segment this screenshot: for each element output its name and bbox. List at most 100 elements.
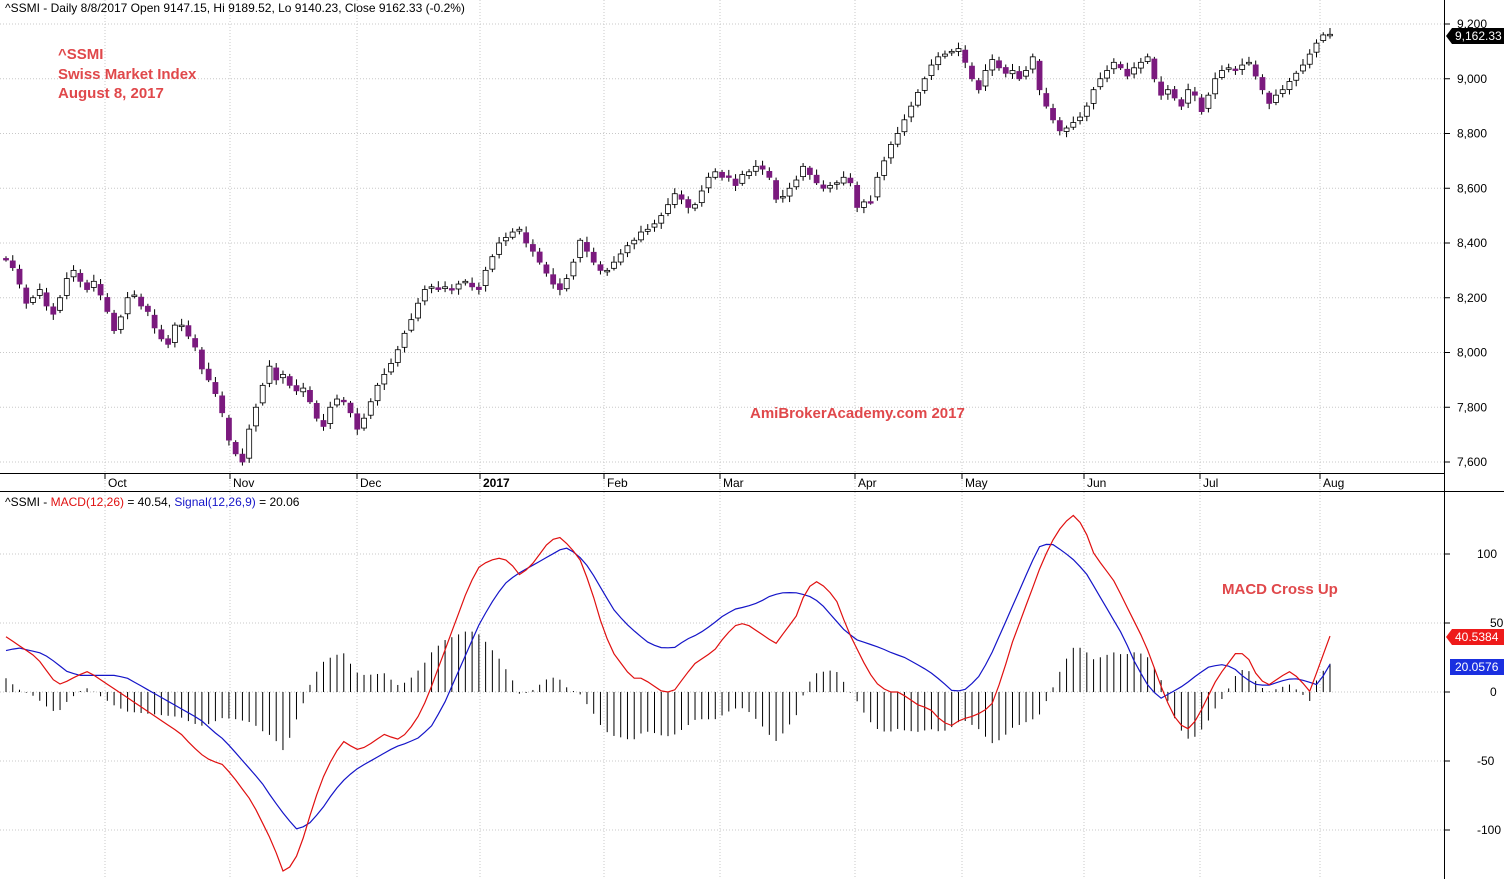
candle — [246, 424, 253, 463]
candle — [1252, 60, 1259, 80]
price-x-tick-label: May — [965, 476, 988, 490]
candle — [30, 295, 36, 305]
candle — [232, 440, 239, 457]
candle — [1151, 56, 1158, 83]
candle — [712, 168, 719, 180]
candle — [1117, 61, 1124, 70]
candle — [97, 278, 104, 301]
candle — [590, 247, 597, 266]
candle — [570, 258, 577, 280]
macd-header: ^SSMI - MACD(12,26) = 40.54, Signal(12,2… — [5, 495, 300, 509]
candle — [23, 284, 30, 309]
candle — [658, 212, 665, 229]
candle — [151, 309, 158, 334]
candle — [280, 370, 286, 384]
candle — [847, 173, 854, 187]
candle — [253, 403, 259, 432]
candle — [266, 360, 273, 388]
candle — [1246, 56, 1252, 66]
price-y-tick-label: 8,200 — [1457, 291, 1487, 305]
candle — [752, 160, 759, 176]
price-y-tick-label: 9,000 — [1457, 72, 1487, 86]
candle — [1273, 89, 1279, 106]
candle — [63, 272, 70, 300]
candle — [455, 280, 462, 295]
candle — [1164, 85, 1171, 100]
price-x-tick-label: Dec — [360, 476, 381, 490]
candle — [1002, 64, 1009, 78]
price-y-tick-label: 8,000 — [1457, 346, 1487, 360]
candle — [793, 175, 800, 190]
macd-header-signal: Signal(12,26,9) — [174, 495, 255, 509]
macd-grid — [0, 492, 1444, 879]
candle — [367, 398, 374, 420]
macd-value-label: 40.5384 — [1455, 630, 1499, 644]
macd-header-prefix: ^SSMI - — [5, 495, 51, 509]
candle — [361, 413, 367, 431]
candle — [529, 239, 536, 257]
candle — [1110, 58, 1117, 74]
signal-line — [5, 543, 1331, 830]
candle — [1131, 62, 1138, 79]
candle — [435, 281, 442, 293]
candle — [833, 180, 840, 190]
macd-cross-annotation: MACD Cross Up — [1222, 581, 1338, 598]
macd-value-marker: 40.5384 — [1446, 629, 1504, 645]
candle — [394, 345, 401, 367]
candle — [759, 160, 766, 175]
candle — [719, 169, 725, 181]
candle — [16, 264, 23, 289]
candle — [1300, 59, 1306, 74]
candle — [219, 391, 226, 418]
date-annotation: August 8, 2017 — [58, 85, 164, 102]
candle — [334, 394, 340, 408]
price-y-axis: 7,600 7,800 8,000 8,200 8,400 8,600 8,800 9,000… — [1444, 17, 1487, 469]
price-grid — [0, 0, 1444, 491]
candle — [408, 313, 415, 333]
candle — [1212, 72, 1219, 100]
macd-y-tick-label: 50 — [1490, 616, 1504, 630]
candle — [388, 358, 394, 375]
candle — [746, 169, 752, 180]
price-candles — [3, 28, 1333, 466]
candle — [428, 283, 435, 294]
candle — [340, 396, 347, 406]
candle — [1219, 65, 1225, 80]
candle — [77, 269, 84, 288]
price-x-tick-label: Feb — [607, 476, 628, 490]
macd-header-macd-value: = 40.54, — [124, 495, 174, 509]
price-y-tick-label: 8,400 — [1457, 236, 1487, 250]
candle — [1185, 83, 1192, 109]
price-x-axis: Oct Nov Dec 2017 Feb Mar Apr May Jun Jul Aug — [104, 473, 1344, 490]
candle — [1205, 92, 1212, 113]
candle — [631, 237, 638, 250]
candle — [1016, 66, 1023, 81]
candle — [725, 169, 732, 182]
candle — [421, 285, 428, 306]
candle — [502, 232, 509, 247]
candle — [732, 174, 739, 191]
candle — [894, 126, 901, 148]
candle — [563, 274, 570, 292]
price-y-tick-label: 7,600 — [1457, 455, 1487, 469]
candle — [1056, 117, 1063, 136]
candle — [1144, 53, 1151, 64]
candle — [800, 163, 807, 181]
candle — [651, 219, 658, 232]
candle — [347, 400, 354, 418]
price-y-tick-label: 8,600 — [1457, 181, 1487, 195]
candle — [205, 362, 212, 383]
candle — [9, 255, 16, 271]
price-y-tick-label: 9,200 — [1457, 17, 1487, 31]
candle — [1279, 85, 1286, 98]
candle — [1029, 53, 1036, 74]
price-x-tick-label: Nov — [233, 476, 254, 490]
last-close-marker: 9,162.33 — [1446, 28, 1504, 44]
candle — [1077, 112, 1083, 125]
candle — [57, 295, 63, 314]
candle — [975, 77, 982, 94]
candle — [1050, 103, 1056, 124]
candle — [286, 373, 293, 389]
last-close-label: 9,162.33 — [1455, 29, 1502, 43]
